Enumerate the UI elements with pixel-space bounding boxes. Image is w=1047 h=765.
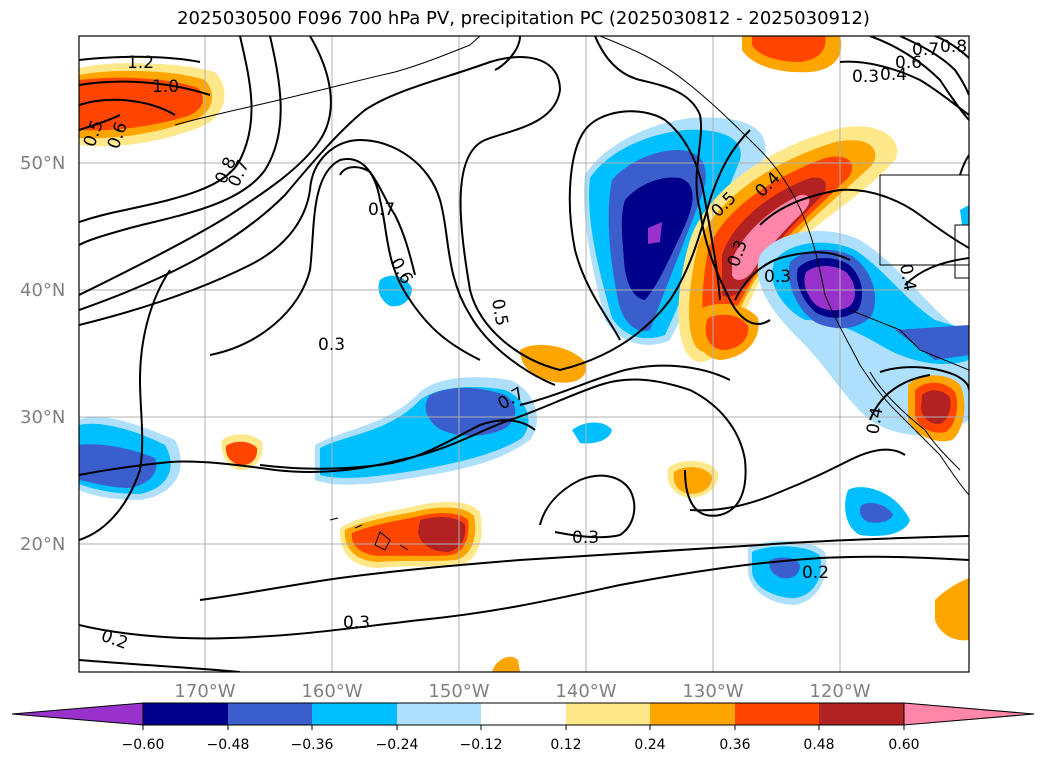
contour-label: 0.4 [880, 65, 907, 85]
contour-label: 0.5 [487, 297, 511, 327]
colorbar-tick-label: 0.48 [803, 737, 834, 753]
colorbar: −0.60 −0.48 −0.36 −0.24 −0.12 0.12 0.24 … [11, 702, 1035, 753]
lat-label: 20°N [20, 534, 65, 555]
contour-label: 0.4 [863, 406, 887, 436]
lon-label: 130°W [682, 681, 743, 702]
fill-pos-small-a2 [705, 314, 749, 350]
lon-label: 150°W [428, 681, 489, 702]
fill-pos-sm1b [225, 441, 258, 466]
colorbar-tick-label: −0.12 [460, 737, 503, 753]
fill-neg-nepac-5 [648, 222, 662, 244]
fill-pos-se [935, 578, 969, 641]
fill-pos-sm3b [673, 467, 713, 494]
pv-contours [79, 36, 969, 672]
lon-labels: 170°W 160°W 150°W 140°W 130°W 120°W [174, 681, 870, 702]
contour-label: 0.4 [895, 262, 919, 292]
contour-label: 0.7 [368, 200, 395, 220]
fill-neg-cp-3 [425, 387, 516, 436]
colorbar-tick-label: 0.60 [888, 737, 919, 753]
fill-neg-se-2 [860, 503, 893, 523]
fill-pos-bottom [492, 656, 520, 672]
fill-pos-nw-3 [79, 77, 203, 131]
contour-label: 1.2 [127, 53, 154, 73]
lon-label: 120°W [809, 681, 870, 702]
fill-neg-small [378, 275, 412, 307]
contour-label: 0.7 [912, 40, 939, 60]
colorbar-extend-left [11, 702, 144, 726]
fill-neg-s-3 [769, 557, 800, 579]
colorbar-tick-label: −0.24 [376, 737, 419, 753]
colorbar-tick-label: −0.36 [291, 737, 334, 753]
colorbar-segment [819, 703, 904, 725]
colorbar-extend-right [903, 702, 1035, 726]
colorbar-segment [735, 703, 819, 725]
colorbar-tick-labels: −0.60 −0.48 −0.36 −0.24 −0.12 0.12 0.24 … [122, 737, 920, 753]
colorbar-segment [566, 703, 650, 725]
contour-label: 0.6 [895, 53, 922, 73]
fill-neg-ca-5 [804, 266, 855, 311]
fill-neg-ne [960, 205, 969, 225]
fill-pos-topcenter-2 [752, 36, 826, 62]
lat-label: 30°N [20, 407, 65, 428]
fill-neg-e [895, 325, 969, 360]
colorbar-tick-label: −0.60 [122, 737, 165, 753]
coastlines [174, 36, 969, 551]
colorbar-segment [228, 703, 312, 725]
contour-label: 1.0 [152, 77, 179, 97]
map-title: 2025030500 F096 700 hPa PV, precipitatio… [177, 8, 870, 29]
colorbar-segment [143, 703, 228, 725]
contour-label: 0.8 [940, 37, 967, 57]
colorbar-segment [397, 703, 481, 725]
map-frame [78, 35, 970, 673]
fill-neg-small2 [572, 422, 612, 444]
lon-label: 170°W [174, 681, 235, 702]
lat-label: 50°N [20, 153, 65, 174]
map-content: 1.2 1.0 0.5 0.6 0.8 0.7 0.7 0.6 0.3 0.5 … [79, 36, 969, 672]
fill-pos-sm2 [520, 344, 586, 383]
colorbar-frame [142, 702, 905, 726]
colorbar-segment [312, 703, 397, 725]
colorbar-segment [650, 703, 735, 725]
contour-label: 0.3 [343, 613, 370, 633]
colorbar-ticks [142, 725, 905, 730]
gridlines [79, 36, 969, 672]
contour-label: 0.3 [318, 335, 345, 355]
contour-label: 0.3 [852, 67, 879, 87]
lat-labels: 50°N 40°N 30°N 20°N [20, 153, 65, 555]
fill-pos-coast-5 [732, 194, 810, 280]
contour-label: 0.2 [802, 563, 829, 583]
fill-pos-c-4 [418, 517, 466, 552]
lon-label: 140°W [555, 681, 616, 702]
colorbar-tick-label: 0.12 [550, 737, 581, 753]
colorbar-tick-label: −0.48 [207, 737, 250, 753]
colorbar-segment [481, 703, 566, 725]
colorbar-tick-label: 0.36 [719, 737, 750, 753]
lon-label: 160°W [301, 681, 362, 702]
contour-label: 0.3 [764, 267, 791, 287]
contour-label: 0.3 [572, 528, 599, 548]
colorbar-tick-label: 0.24 [634, 737, 665, 753]
fill-pos-baja-3 [921, 390, 951, 425]
lat-label: 40°N [20, 280, 65, 301]
